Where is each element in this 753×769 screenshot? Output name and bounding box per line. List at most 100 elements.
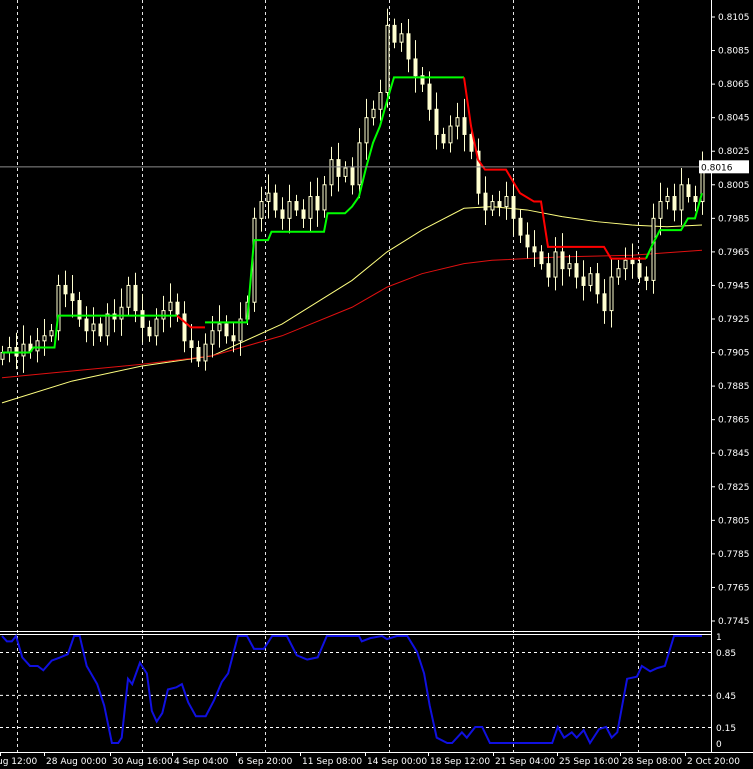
price-tick-label: 0.8045 xyxy=(718,114,750,124)
candle xyxy=(672,183,677,222)
candle-body xyxy=(581,276,586,286)
price-tick-label: 0.8105 xyxy=(718,13,750,23)
candle xyxy=(385,8,390,108)
candle-body xyxy=(280,209,285,219)
candle-body xyxy=(133,284,138,312)
time-tick-label: 2 Oct 20:00 xyxy=(687,757,740,767)
candle xyxy=(105,303,110,346)
candle-body xyxy=(504,196,509,208)
price-tick-label: 0.8025 xyxy=(718,147,750,157)
candle-body xyxy=(84,318,89,332)
candle xyxy=(98,317,103,342)
candle-body xyxy=(497,201,502,208)
candle-body xyxy=(378,92,383,110)
candle xyxy=(231,323,236,353)
candle xyxy=(574,250,579,289)
candle xyxy=(238,302,243,356)
candle xyxy=(658,182,663,236)
current-price-label: 0.8016 xyxy=(699,160,749,174)
candle-body xyxy=(672,196,677,211)
candle xyxy=(595,262,600,304)
candles xyxy=(0,8,705,373)
candle-body xyxy=(343,167,348,177)
candle xyxy=(441,127,446,149)
candle-body xyxy=(609,276,614,312)
candle-body xyxy=(455,117,460,127)
candle-body xyxy=(98,323,103,337)
candle xyxy=(42,319,47,356)
candle xyxy=(581,260,586,301)
candle-body xyxy=(525,234,530,248)
price-tick-label: 0.7865 xyxy=(718,416,750,426)
candle-body xyxy=(287,201,292,219)
candle xyxy=(602,279,607,324)
candle xyxy=(203,333,208,371)
candle-body xyxy=(119,306,124,320)
time-tick-label: 21 Sep 04:00 xyxy=(495,757,555,767)
time-tick-label: 11 Sep 08:00 xyxy=(302,757,362,767)
candle xyxy=(322,176,327,218)
candle-body xyxy=(238,318,243,342)
indicator-axis: 1 0.85 0.45 0.15 0 xyxy=(716,633,736,750)
candle xyxy=(539,245,544,270)
candle-body xyxy=(35,340,40,352)
candle-body xyxy=(532,246,537,253)
price-tick-label: 0.7745 xyxy=(718,617,750,627)
price-tick-label: 0.7805 xyxy=(718,516,750,526)
candle xyxy=(413,40,418,93)
candle-body xyxy=(294,201,299,211)
candle xyxy=(140,293,145,343)
candle xyxy=(665,187,670,210)
gridlines xyxy=(0,0,711,752)
candle xyxy=(28,335,33,359)
price-tick-label: 0.7825 xyxy=(718,483,750,493)
candle-body xyxy=(483,192,488,211)
candle xyxy=(455,102,460,140)
candle-body xyxy=(91,323,96,332)
candle xyxy=(497,190,502,217)
candle xyxy=(49,324,54,342)
candle-body xyxy=(182,313,187,342)
candle xyxy=(616,259,621,285)
time-tick-label: 6 Sep 20:00 xyxy=(238,757,293,767)
candle xyxy=(84,306,89,343)
candle-body xyxy=(301,209,306,219)
candle xyxy=(483,176,488,226)
candle-body xyxy=(266,192,271,203)
candle-body xyxy=(427,83,432,110)
candle-body xyxy=(224,323,229,337)
candle xyxy=(91,307,96,346)
candle-body xyxy=(462,117,467,135)
candle-body xyxy=(399,33,404,43)
candle-body xyxy=(175,301,180,315)
indicator-panel xyxy=(1,633,702,746)
candle-body xyxy=(595,273,600,295)
candle xyxy=(315,177,320,227)
candle-body xyxy=(371,108,376,119)
candle-body xyxy=(364,117,369,144)
candle-body xyxy=(392,24,397,43)
current-price-text: 0.8016 xyxy=(701,163,733,173)
candle xyxy=(434,92,439,150)
candle-body xyxy=(448,125,453,144)
candle xyxy=(154,308,159,346)
candle-body xyxy=(658,201,663,219)
candle-body xyxy=(126,284,131,308)
candle-body xyxy=(434,108,439,135)
candle xyxy=(679,168,684,226)
candle xyxy=(588,266,593,292)
moving-average-line xyxy=(1,206,703,404)
candle xyxy=(357,128,362,199)
candle xyxy=(364,98,369,160)
candle xyxy=(7,336,12,363)
candle-body xyxy=(329,159,334,186)
trailing-stop-segment xyxy=(2,314,177,354)
time-tick-label: 25 Sep 16:00 xyxy=(559,757,619,767)
candle-body xyxy=(70,293,75,302)
candle-body xyxy=(630,259,635,265)
candle xyxy=(399,23,404,52)
candle-body xyxy=(567,263,572,270)
candle xyxy=(329,146,334,197)
candle xyxy=(490,194,495,216)
